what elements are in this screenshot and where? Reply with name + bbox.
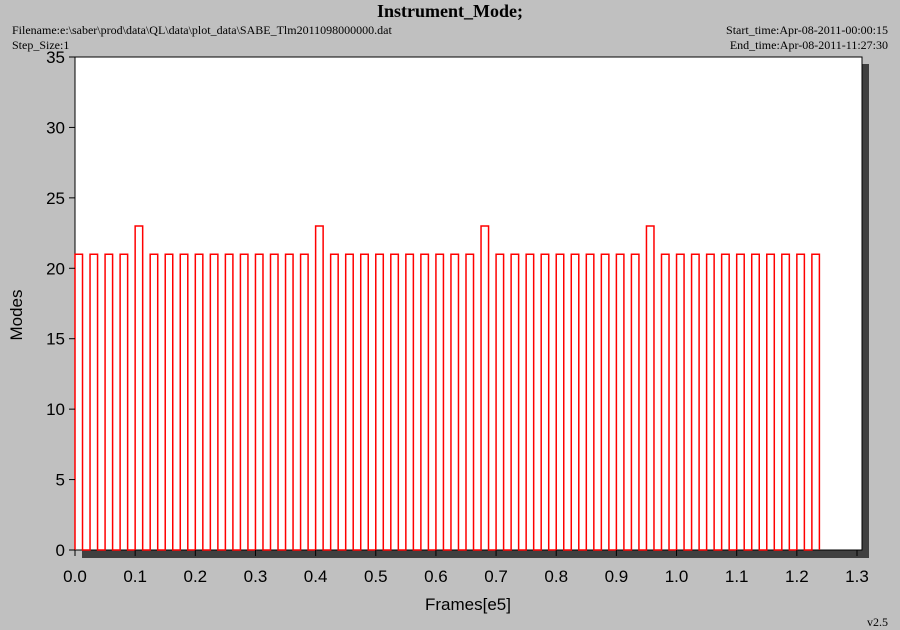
version: v2.5 [867, 615, 888, 629]
y-tick-label: 25 [46, 189, 65, 208]
y-tick-label: 5 [56, 471, 65, 490]
x-tick-label: 0.3 [244, 567, 268, 586]
x-tick-label: 0.5 [364, 567, 388, 586]
filename: Filename:e:\saber\prod\data\QL\data\plot… [12, 23, 392, 37]
x-tick-label: 0.9 [605, 567, 629, 586]
x-tick-label: 0.0 [63, 567, 87, 586]
data-line [74, 225, 821, 551]
x-tick-label: 0.8 [544, 567, 568, 586]
x-tick-label: 0.6 [424, 567, 448, 586]
start-time: Start_time:Apr-08-2011-00:00:15 [726, 23, 888, 37]
x-tick-label: 1.0 [665, 567, 689, 586]
y-tick-label: 20 [46, 259, 65, 278]
x-axis-label: Frames[e5] [425, 595, 511, 614]
y-tick-label: 0 [56, 541, 65, 560]
y-tick-label: 15 [46, 330, 65, 349]
x-tick-label: 1.1 [725, 567, 749, 586]
x-tick-label: 0.1 [123, 567, 147, 586]
x-tick-label: 0.2 [183, 567, 207, 586]
plot-area [74, 56, 863, 551]
step-size: Step_Size:1 [12, 38, 69, 52]
x-tick-label: 0.4 [304, 567, 328, 586]
end-time: End_time:Apr-08-2011-11:27:30 [730, 38, 888, 52]
y-tick-label: 30 [46, 118, 65, 137]
x-tick-label: 1.3 [845, 567, 869, 586]
y-tick-label: 10 [46, 400, 65, 419]
y-tick-label: 35 [46, 48, 65, 67]
x-tick-label: 0.7 [484, 567, 508, 586]
y-axis-label: Modes [7, 289, 26, 340]
x-tick-label: 1.2 [785, 567, 809, 586]
chart-title: Instrument_Mode; [377, 1, 523, 21]
